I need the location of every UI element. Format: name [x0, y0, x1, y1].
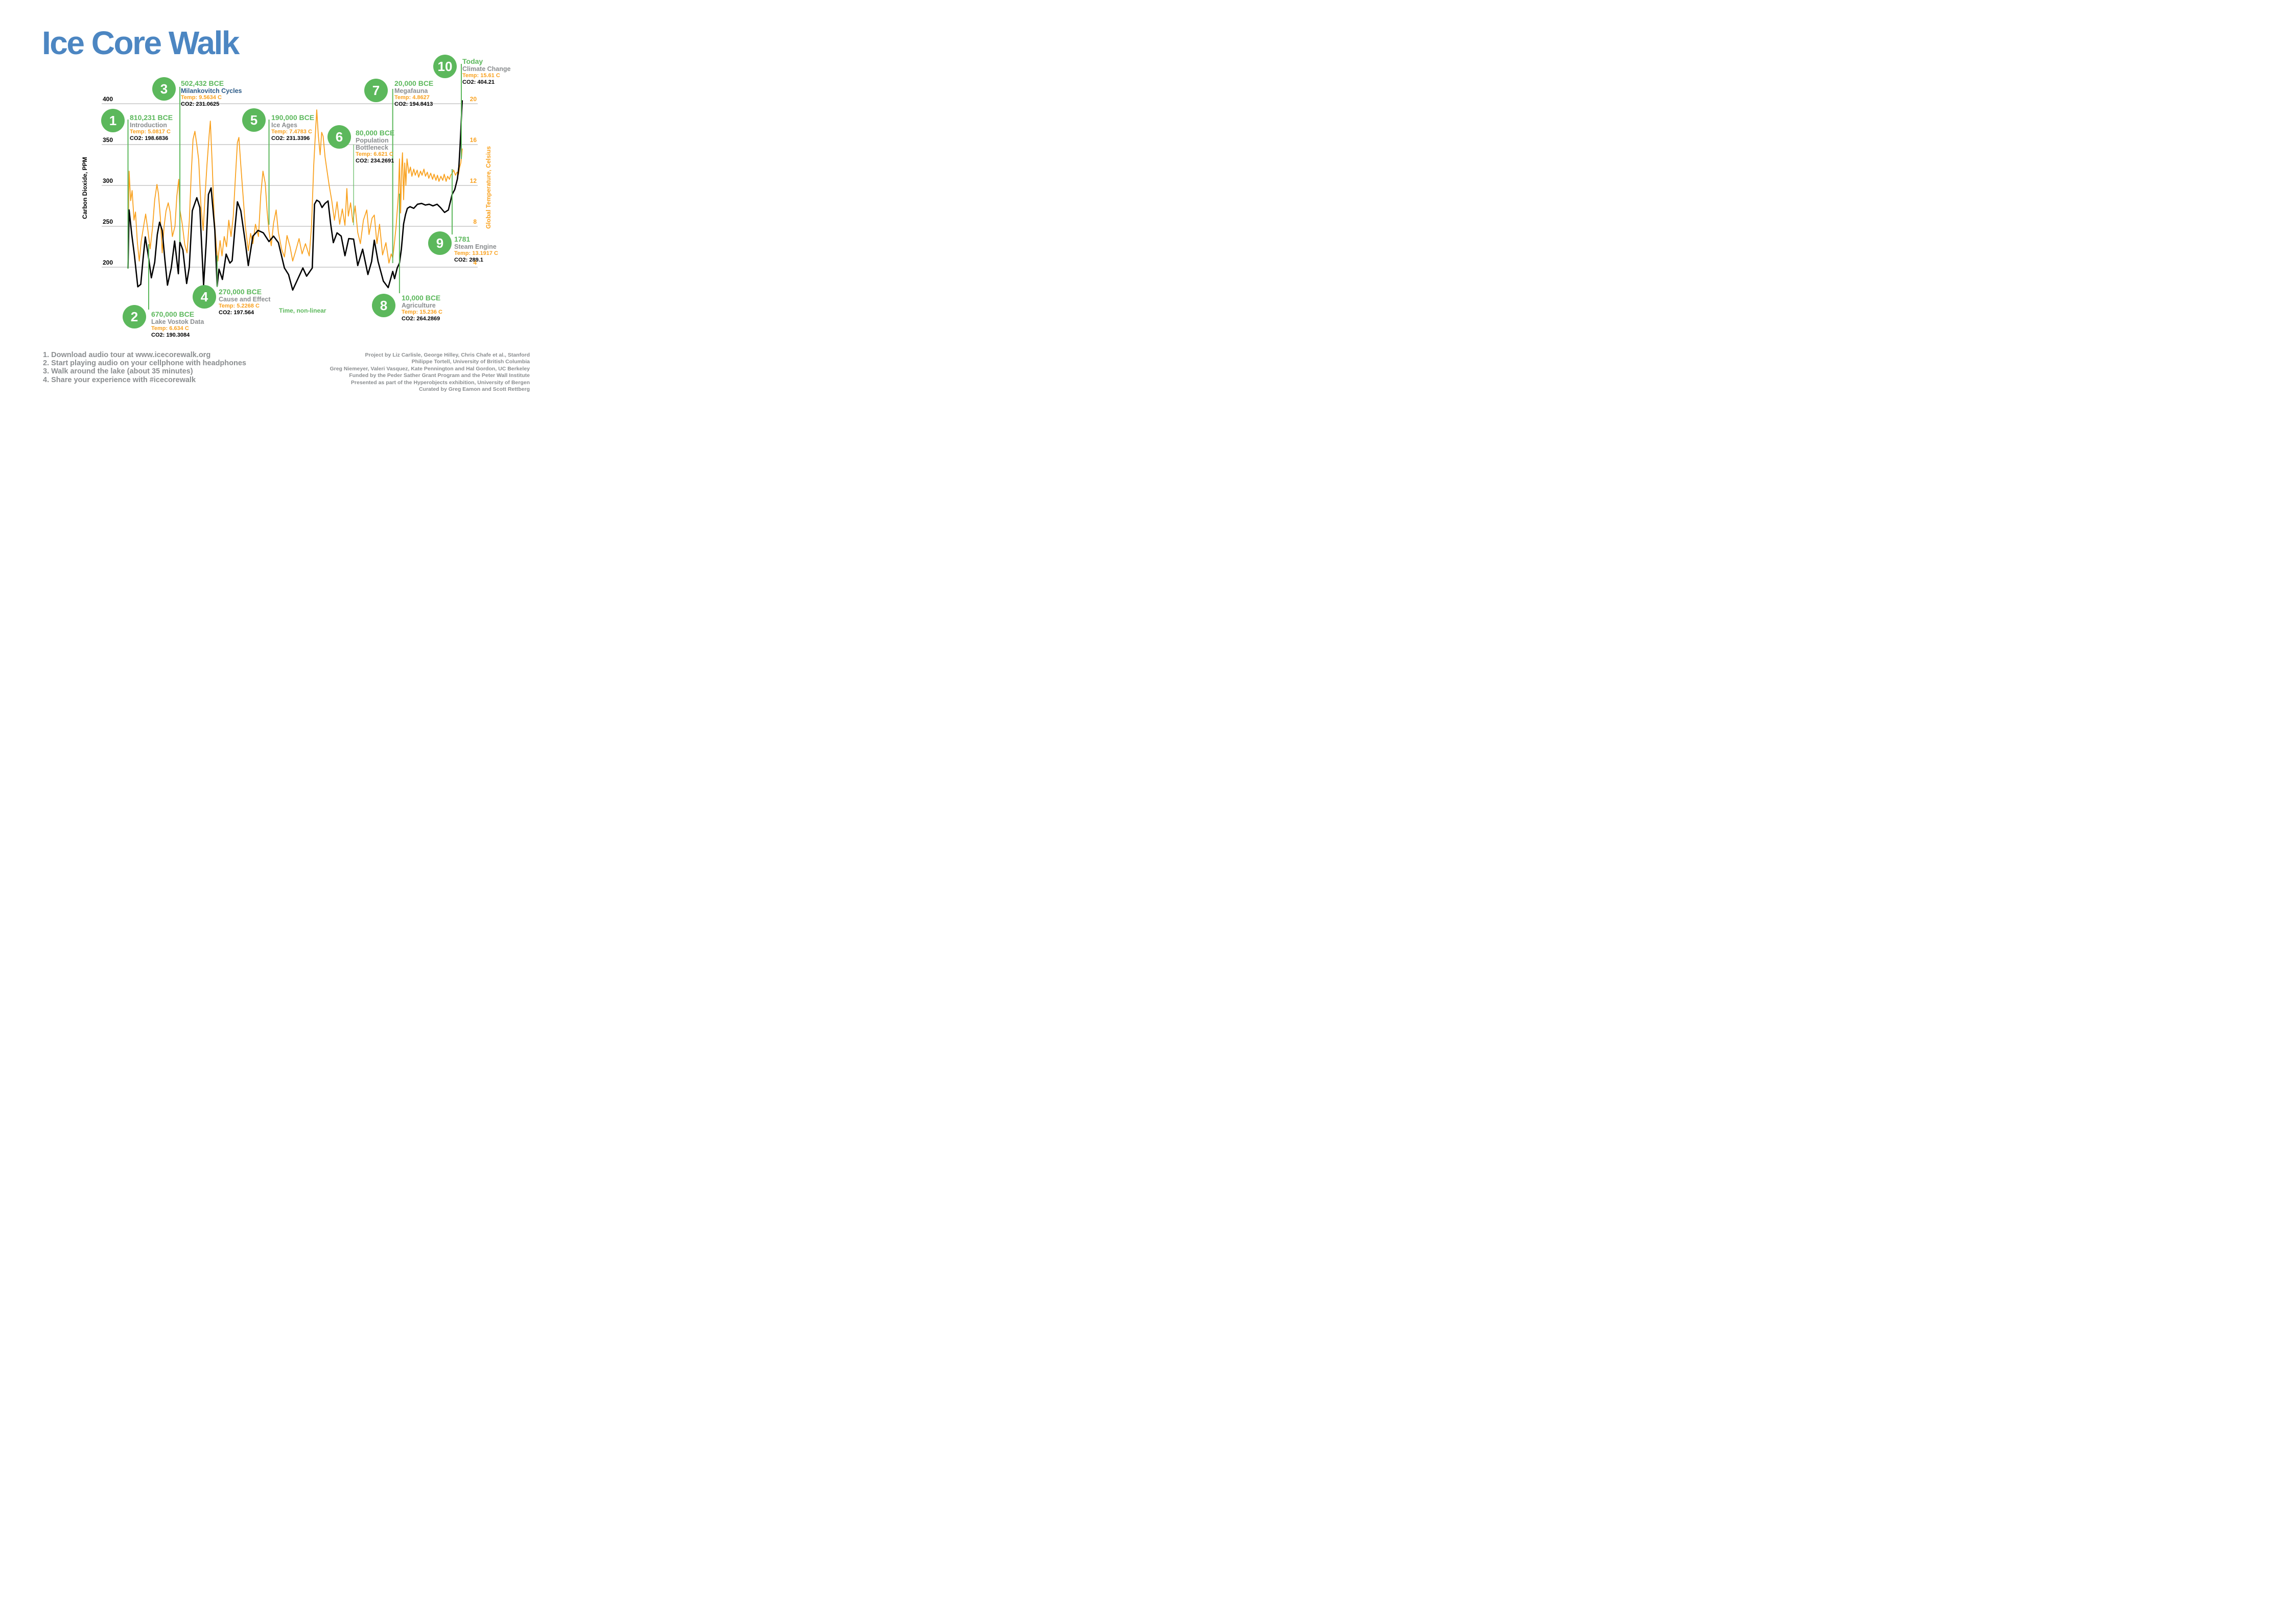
waypoint-temp: Temp: 5.0817 C — [130, 129, 171, 135]
credit-line: Curated by Greg Eamon and Scott Rettberg — [418, 386, 530, 393]
waypoint-temp: Temp: 7.4783 C — [271, 129, 312, 135]
waypoint-name: Ice Ages — [271, 122, 297, 129]
ice-core-chart — [102, 64, 478, 310]
waypoint-name: Steam Engine — [454, 243, 497, 250]
waypoint-temp: Temp: 4.8627 — [394, 95, 430, 101]
waypoint-date: 810,231 BCE — [130, 113, 173, 122]
credit-line: Presented as part of the Hyperobjects ex… — [350, 379, 530, 386]
credit-line: Project by Liz Carlisle, George Hilley, … — [365, 352, 530, 358]
waypoint-label: 270,000 BCE Cause and Effect Temp: 5.2268 … — [219, 288, 270, 316]
waypoint-date: 502,432 BCE — [181, 79, 224, 87]
waypoint-number-badge: 7 — [364, 79, 388, 102]
credit-line: Greg Niemeyer, Valeri Vasquez, Kate Penn… — [330, 365, 530, 372]
x-axis-title: Time, non-linear — [279, 307, 326, 314]
instruction-item: 3. Walk around the lake (about 35 minute… — [43, 367, 193, 376]
waypoint-co2: CO2: 264.2869 — [402, 316, 440, 322]
waypoint-temp: Temp: 15.236 C — [402, 309, 442, 315]
waypoint-name: Climate Change — [462, 65, 511, 73]
waypoint-label: 502,432 BCE Milankovitch Cycles Temp: 9.56… — [181, 79, 242, 108]
waypoint-label: 20,000 BCE Megafauna Temp: 4.8627 CO2: 194.… — [394, 79, 433, 108]
waypoint-temp: Temp: 15.61 C — [462, 73, 500, 79]
waypoint-date: 20,000 BCE — [394, 79, 434, 87]
waypoint-name: Introduction — [130, 122, 167, 129]
waypoint-date: 10,000 BCE — [402, 294, 441, 302]
waypoint-label: 10,000 BCE Agriculture Temp: 15.236 C CO2: … — [402, 294, 442, 322]
waypoint-co2: CO2: 234.2691 — [356, 158, 394, 164]
y-axis-left-title: Carbon Dioxide, PPM — [81, 157, 88, 219]
instruction-item: 4. Share your experience with #icecorewa… — [43, 375, 196, 384]
waypoint-name: Agriculture — [402, 302, 436, 309]
y-left-tick: 350 — [103, 136, 113, 144]
y-left-tick: 300 — [103, 177, 113, 184]
waypoint-date: 190,000 BCE — [271, 113, 315, 122]
waypoint-co2: CO2: 197.564 — [219, 310, 254, 316]
waypoint-date: 1781 — [454, 235, 471, 243]
waypoint-date: 80,000 BCE — [356, 129, 395, 137]
waypoint-number-badge: 9 — [428, 231, 452, 255]
instruction-item: 1. Download audio tour at www.icecorewal… — [43, 351, 211, 359]
waypoint-name: Cause and Effect — [219, 296, 271, 303]
waypoint-label: 670,000 BCE Lake Vostok Data Temp: 6.634 C… — [151, 310, 204, 339]
waypoint-date: 270,000 BCE — [219, 288, 262, 296]
credit-line: Philippe Tortell, University of British … — [411, 359, 530, 365]
waypoint-co2: CO2: 190.3084 — [151, 332, 190, 338]
waypoint-number-badge: 2 — [123, 305, 146, 328]
y-axis-right-title: Global Temperature, Celsius — [485, 146, 492, 229]
waypoint-name: Population Bottleneck — [356, 137, 389, 151]
y-right-tick: 4 — [473, 259, 477, 266]
waypoint-co2: CO2: 289.1 — [454, 257, 483, 263]
waypoint-number-badge: 3 — [152, 77, 176, 101]
waypoint-name: Lake Vostok Data — [151, 318, 204, 325]
credit-line: Funded by the Peder Sather Grant Program… — [349, 372, 530, 379]
instruction-item: 2. Start playing audio on your cellphone… — [43, 359, 246, 368]
page-title: Ice Core Walk — [42, 25, 240, 61]
credits: Project by Liz Carlisle, George Hilley, … — [330, 352, 530, 393]
waypoint-label: 190,000 BCE Ice Ages Temp: 7.4783 C CO2: 23… — [271, 113, 314, 142]
waypoint-co2: CO2: 194.8413 — [394, 101, 433, 107]
waypoint-number-badge: 5 — [242, 108, 266, 132]
waypoint-date: Today — [462, 57, 483, 65]
y-right-tick: 16 — [470, 136, 477, 144]
waypoint-co2: CO2: 231.0625 — [181, 101, 220, 107]
waypoint-name: Megafauna — [394, 87, 428, 95]
y-left-tick: 250 — [103, 218, 113, 225]
y-right-tick: 12 — [470, 177, 477, 184]
waypoint-number-badge: 8 — [372, 294, 395, 317]
co2-line — [127, 100, 463, 291]
waypoint-number-badge: 10 — [433, 55, 457, 78]
waypoint-co2: CO2: 231.3396 — [271, 135, 310, 142]
waypoint-label: 810,231 BCE Introduction Temp: 5.0817 C CO2… — [130, 113, 173, 142]
waypoint-number-badge: 6 — [327, 125, 351, 149]
waypoint-label: 1781 Steam Engine Temp: 13.1917 C CO2: 289.… — [454, 235, 498, 264]
waypoint-co2: CO2: 198.6836 — [130, 135, 169, 142]
waypoint-temp: Temp: 6.634 C — [151, 325, 189, 332]
waypoint-label: 80,000 BCE Population Bottleneck Temp: 6.6… — [356, 129, 394, 164]
poster: Ice Core Walk Carbon Dioxide, PPM Global… — [0, 0, 574, 406]
waypoint-co2: CO2: 404.21 — [462, 79, 495, 85]
waypoint-temp: Temp: 5.2268 C — [219, 303, 260, 309]
y-right-tick: 20 — [470, 96, 477, 103]
waypoint-date: 670,000 BCE — [151, 310, 195, 318]
y-left-tick: 400 — [103, 96, 113, 103]
waypoint-label: Today Climate Change Temp: 15.61 C CO2: 404… — [462, 57, 510, 86]
waypoint-name: Milankovitch Cycles — [181, 87, 242, 95]
waypoint-number-badge: 1 — [101, 109, 125, 132]
instructions: 1. Download audio tour at www.icecorewal… — [43, 351, 246, 384]
temperature-line — [127, 109, 463, 264]
y-right-tick: 8 — [473, 218, 477, 225]
y-left-tick: 200 — [103, 259, 113, 266]
waypoint-temp: Temp: 9.5634 C — [181, 95, 222, 101]
waypoint-number-badge: 4 — [193, 285, 216, 309]
waypoint-temp: Temp: 6.621 C — [356, 151, 393, 157]
waypoint-temp: Temp: 13.1917 C — [454, 250, 499, 256]
